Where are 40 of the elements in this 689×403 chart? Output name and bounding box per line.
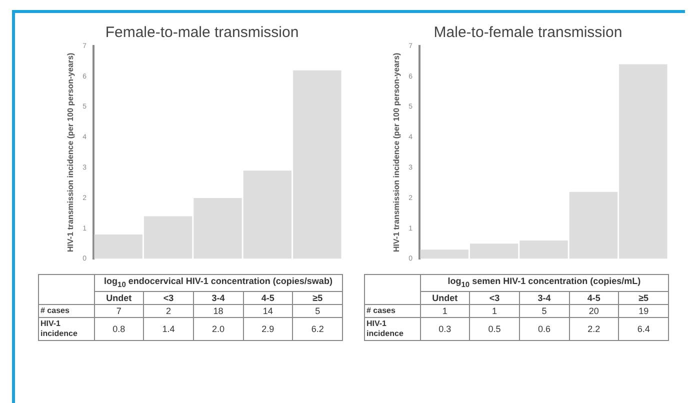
data-label: 6.4	[618, 317, 668, 340]
text: # cases	[364, 304, 420, 318]
data-label: 2.2	[569, 317, 619, 340]
x-tick-label: 3-4	[193, 291, 244, 304]
text: 2	[144, 304, 194, 318]
text: 20	[569, 304, 619, 318]
text: 7	[94, 304, 144, 318]
text: 5	[519, 304, 570, 318]
chart-title: Female-to-male transmission	[105, 24, 299, 42]
data-label: 1.4	[144, 317, 194, 340]
text: # cases	[38, 304, 94, 318]
chart-title: Male-to-female transmission	[434, 24, 622, 42]
y-axis-title: HIV-1 transmission incidence (per 100 person-years)	[392, 52, 402, 252]
x-tick-label: 3-4	[519, 291, 570, 304]
data-label: 0.5	[470, 317, 520, 340]
x-tick-label: ≥5	[618, 291, 668, 304]
data-label: 0.8	[94, 317, 144, 340]
text: HIV-1 incidence	[364, 317, 420, 340]
text: 1	[420, 304, 470, 318]
text: 14	[243, 304, 293, 318]
text: HIV-1 incidence	[38, 317, 94, 340]
text: 18	[193, 304, 244, 318]
x-axis-title: log$_{10}$ semen HIV-1 concentration (copies/mL)	[420, 274, 668, 292]
text: 19	[618, 304, 668, 318]
data-label: 6.2	[292, 317, 342, 340]
x-tick-label: ≥5	[292, 291, 342, 304]
data-label: 0.6	[519, 317, 570, 340]
x-tick-label: <3	[470, 291, 520, 304]
text: 5	[292, 304, 342, 318]
x-axis-title: log$_{10}$ endocervical HIV-1 concentration (copies/swab)	[94, 274, 342, 292]
x-tick-label: 4-5	[243, 291, 293, 304]
data-label: 2.9	[243, 317, 293, 340]
x-tick-label: <3	[144, 291, 194, 304]
y-axis-title: HIV-1 transmission incidence (per 100 person-years)	[66, 52, 76, 252]
text: 1	[470, 304, 520, 318]
x-tick-label: 4-5	[569, 291, 619, 304]
x-tick-label: Undet	[94, 291, 144, 304]
data-label: 2.0	[193, 317, 244, 340]
data-label: 0.3	[420, 317, 470, 340]
x-tick-label: Undet	[420, 291, 470, 304]
